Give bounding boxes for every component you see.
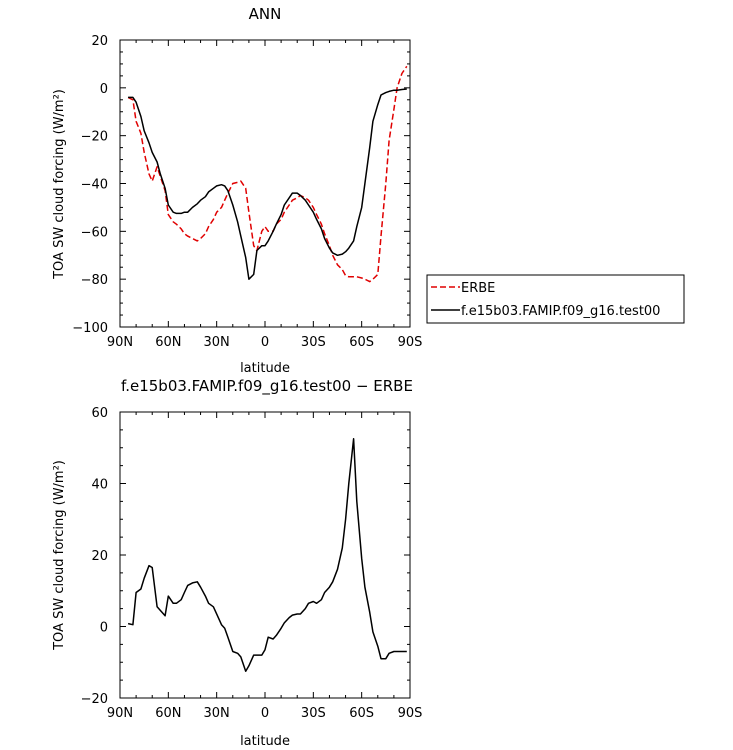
x-tick-label: 30N — [204, 706, 230, 721]
y-tick-label: 0 — [100, 621, 108, 636]
x-tick-label: 30N — [204, 335, 230, 350]
series-line-f-e15b03-famip-f09-g16-test00 — [128, 88, 407, 280]
y-tick-label: 40 — [91, 478, 108, 493]
x-tick-label: 60S — [349, 706, 374, 721]
x-tick-label: 60S — [349, 335, 374, 350]
top-chart-ylabel: TOA SW cloud forcing (W/m²) — [52, 89, 67, 280]
top-chart-title: ANN — [249, 5, 282, 23]
x-tick-label: 60N — [155, 706, 181, 721]
legend: ERBE f.e15b03.FAMIP.f09_g16.test00 — [426, 274, 685, 324]
x-tick-label: 0 — [261, 706, 269, 721]
y-tick-label: 60 — [91, 406, 108, 421]
y-tick-label: −60 — [81, 225, 108, 240]
y-tick-label: 20 — [91, 549, 108, 564]
top-chart-xlabel: latitude — [240, 361, 290, 376]
series-line-difference — [127, 438, 407, 672]
y-tick-label: −80 — [81, 273, 108, 288]
legend-label-model: f.e15b03.FAMIP.f09_g16.test00 — [461, 304, 660, 319]
x-tick-label: 90S — [398, 335, 423, 350]
x-tick-label: 0 — [261, 335, 269, 350]
bottom-chart: f.e15b03.FAMIP.f09_g16.test00 − ERBE lat… — [52, 377, 422, 749]
legend-label-erbe: ERBE — [461, 281, 495, 296]
y-tick-label: −20 — [81, 130, 108, 145]
top-chart-ticks: 90N 60N 30N 0 30S 60S 90S 20 0 −20 −40 −60 −80 −100 — [72, 34, 422, 350]
y-tick-label: −100 — [72, 321, 108, 336]
y-tick-label: 20 — [91, 34, 108, 49]
x-tick-label: 60N — [155, 335, 181, 350]
bottom-chart-xlabel: latitude — [240, 734, 290, 749]
bottom-chart-series — [127, 438, 407, 672]
series-line-erbe — [127, 65, 408, 283]
x-tick-label: 90N — [107, 335, 133, 350]
x-tick-label: 30S — [301, 335, 326, 350]
x-tick-label: 90S — [398, 706, 423, 721]
bottom-chart-frame — [119, 411, 411, 699]
y-tick-label: 0 — [100, 82, 108, 97]
bottom-chart-title: f.e15b03.FAMIP.f09_g16.test00 − ERBE — [121, 377, 413, 396]
bottom-chart-ticks: 90N 60N 30N 0 30S 60S 90S 60 40 20 0 −20 — [81, 406, 423, 721]
top-chart-frame — [119, 39, 411, 328]
bottom-chart-ylabel: TOA SW cloud forcing (W/m²) — [52, 460, 67, 651]
legend-box — [426, 274, 685, 324]
top-chart: ANN latitude TOA SW cloud forcing (W/m²)… — [52, 5, 422, 376]
x-tick-label: 90N — [107, 706, 133, 721]
x-tick-label: 30S — [301, 706, 326, 721]
y-tick-label: −20 — [81, 692, 108, 707]
y-tick-label: −40 — [81, 178, 108, 193]
top-chart-series — [127, 65, 408, 283]
